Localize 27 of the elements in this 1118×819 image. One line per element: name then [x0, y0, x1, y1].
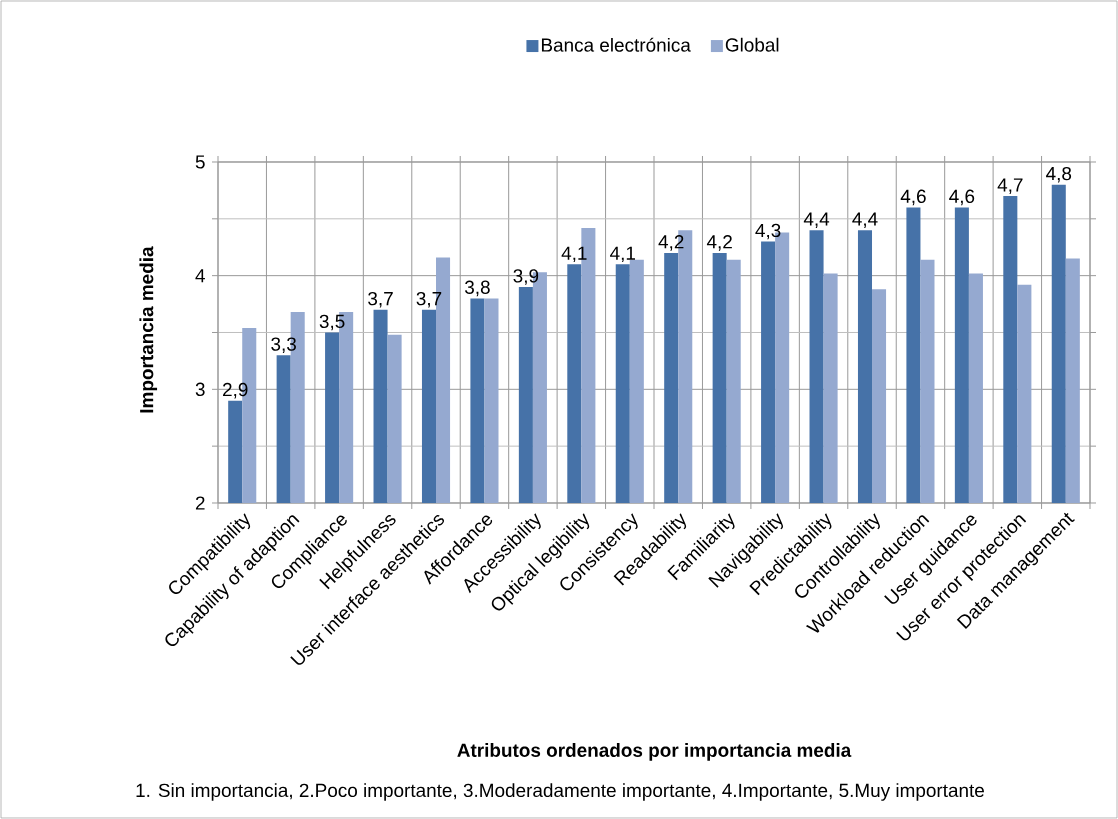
y-tick-label: 5 [195, 155, 205, 169]
legend-label: Banca electrónica [541, 37, 691, 52]
data-label: 4,4 [803, 212, 830, 228]
data-label: 4,2 [658, 235, 684, 251]
data-label: 2,9 [223, 382, 248, 399]
data-label: 4,2 [706, 235, 732, 251]
data-label: 4,8 [1046, 166, 1072, 183]
data-label: 4,3 [755, 223, 781, 240]
data-label: 4,6 [900, 189, 926, 206]
data-label: 3,9 [513, 269, 539, 285]
data-label: 4,7 [997, 178, 1023, 194]
data-label: 4,6 [949, 189, 975, 206]
data-label: 3,8 [464, 280, 490, 297]
x-axis-title: Atributos ordenados por importancia media [457, 743, 852, 761]
data-label: 3,5 [319, 314, 345, 331]
data-label: 3,7 [416, 291, 442, 308]
data-label: 3,3 [271, 337, 296, 354]
y-tick-label: 2 [195, 496, 205, 510]
data-label: 4,1 [610, 246, 635, 263]
y-axis-title: Importancia media [139, 246, 158, 413]
y-tick-label: 3 [195, 382, 205, 397]
data-label: 4,1 [561, 246, 587, 263]
data-label: 4,4 [852, 212, 878, 228]
legend-label: Global [725, 37, 779, 52]
text: 1. Sin importancia, 2.Poco importante, 3.Moderadamente importante, 4.Importante, 5.Muy importante [136, 783, 984, 801]
data-label: 3,7 [368, 291, 393, 308]
y-tick-label: 4 [195, 269, 205, 283]
